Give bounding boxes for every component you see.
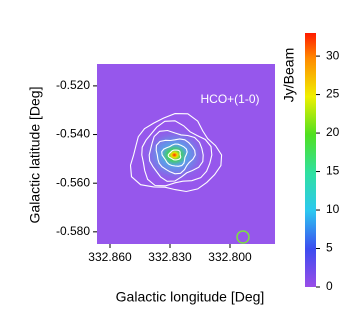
emission <box>142 125 214 185</box>
colorbar-tick-label: 15 <box>326 164 340 178</box>
contour <box>167 149 182 161</box>
x-tick-label: 332.800 <box>208 250 252 264</box>
contour <box>129 113 223 193</box>
x-tick-label: 332.860 <box>88 250 132 264</box>
y-tick-label: -0.520 <box>56 78 90 92</box>
colorbar-tick-label: 25 <box>326 87 340 101</box>
beam <box>236 230 250 244</box>
colorbar-label: Jy/Beam <box>281 48 297 102</box>
contour <box>155 138 196 175</box>
contour <box>148 129 204 182</box>
contours <box>129 113 223 193</box>
colorbar-tick-label: 20 <box>326 125 340 139</box>
y-tick-label: -0.560 <box>56 175 90 189</box>
colorbar-tick-label: 0 <box>326 279 333 293</box>
x-tick-label: 332.830 <box>148 250 192 264</box>
x-axis-label: Galactic longitude [Deg] <box>116 289 265 305</box>
colorbar-tick-label: 30 <box>326 48 340 62</box>
contour <box>141 120 213 187</box>
y-tick-label: -0.540 <box>56 127 90 141</box>
contour <box>161 143 188 167</box>
y-axis-label: Galactic latitude [Deg] <box>27 87 43 224</box>
colorbar-tick-label: 10 <box>326 202 340 216</box>
colorbar <box>305 33 316 287</box>
y-tick-label: -0.580 <box>56 224 90 238</box>
annotation: HCO+(1-0) <box>200 92 259 106</box>
colorbar-tick-label: 5 <box>326 241 333 255</box>
